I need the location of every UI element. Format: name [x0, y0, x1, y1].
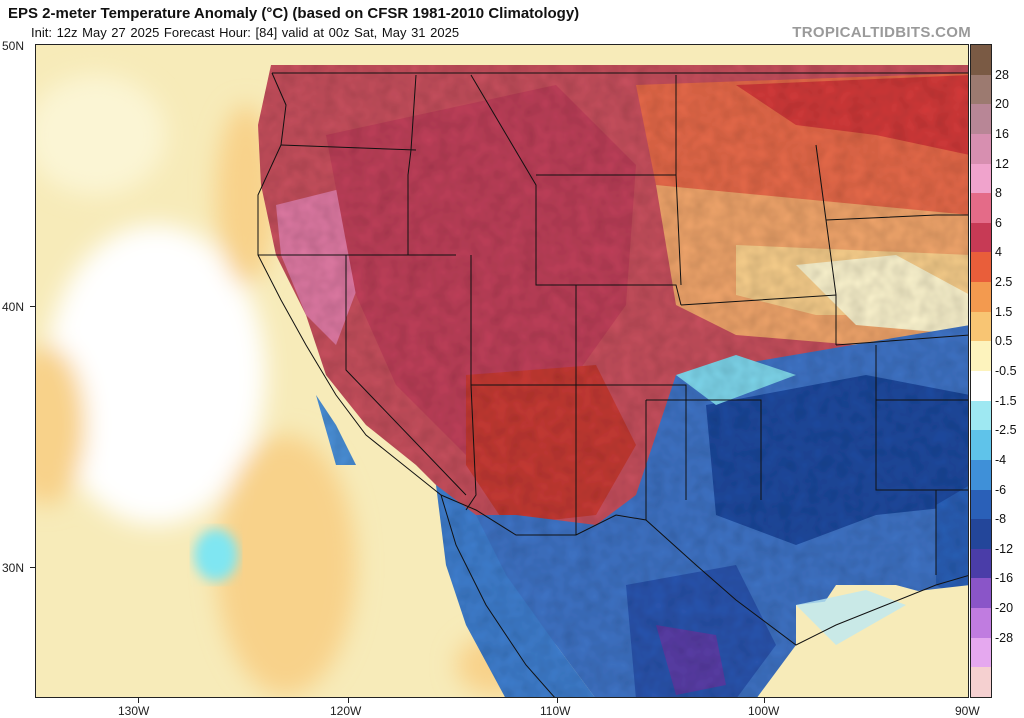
colorbar-segment: [971, 45, 991, 76]
colorbar-label: -6: [995, 482, 1007, 497]
map-panel: [35, 44, 969, 698]
colorbar-label: -16: [995, 571, 1014, 586]
colorbar: [970, 44, 992, 698]
colorbar-segment: [971, 548, 991, 579]
colorbar-segment: [971, 311, 991, 342]
lon-tick: [764, 698, 765, 703]
chart-title: EPS 2-meter Temperature Anomaly (°C) (ba…: [8, 5, 580, 22]
colorbar-label: -2.5: [995, 423, 1017, 438]
texas-deep-cool-core: [706, 375, 968, 545]
colorbar-segment: [971, 637, 991, 668]
colorbar-segment: [971, 193, 991, 224]
lat-label-40n: 40N: [2, 300, 25, 314]
colorbar-label: -1.5: [995, 393, 1017, 408]
colorbar-segment: [971, 133, 991, 165]
colorbar-label: 1.5: [995, 304, 1013, 319]
colorbar-label: -12: [995, 541, 1014, 556]
colorbar-segment: [971, 519, 991, 550]
colorbar-segment: [971, 104, 991, 135]
colorbar-label: 28: [995, 67, 1009, 82]
colorbar-label: -8: [995, 512, 1007, 527]
colorbar-label: 20: [995, 97, 1009, 112]
colorbar-segment: [971, 608, 991, 639]
colorbar-label: -20: [995, 601, 1014, 616]
lon-tick: [557, 698, 558, 703]
lon-label-120w: 120W: [330, 704, 362, 718]
lon-tick: [348, 698, 349, 703]
colorbar-segment: [971, 400, 991, 431]
colorbar-label: -4: [995, 452, 1007, 467]
lon-label-130w: 130W: [118, 704, 150, 718]
colorbar-label: 12: [995, 156, 1009, 171]
anomaly-map: [36, 45, 968, 697]
colorbar-segment: [971, 74, 991, 105]
chart-subtitle: Init: 12z May 27 2025 Forecast Hour: [84…: [31, 25, 460, 40]
colorbar-label: 8: [995, 186, 1002, 201]
ocean-cool-patch: [194, 529, 238, 581]
colorbar-label: -28: [995, 630, 1014, 645]
colorbar-label: -0.5: [995, 364, 1017, 378]
lat-tick: [30, 306, 35, 307]
colorbar-label: 16: [995, 126, 1009, 141]
brand-watermark[interactable]: TROPICALTIDBITS.COM: [792, 24, 971, 41]
lon-tick: [138, 698, 139, 703]
lat-label-50n: 50N: [2, 39, 25, 53]
state-boundaries: [257, 72, 968, 697]
ocean-near-normal-area: [46, 225, 266, 525]
colorbar-segment: [971, 489, 991, 520]
colorbar-label: 4: [995, 245, 1002, 260]
lon-label-110w: 110W: [540, 704, 571, 718]
colorbar-label: 2.5: [995, 275, 1013, 290]
lat-label-30n: 30N: [2, 561, 25, 575]
colorbar-label: 0.5: [995, 334, 1013, 349]
lon-label-90w: 90W: [955, 704, 980, 718]
colorbar-label: 6: [995, 215, 1002, 230]
colorbar-segment: [971, 252, 991, 283]
lat-tick: [30, 567, 35, 568]
colorbar-segment: [971, 222, 991, 253]
colorbar-segment: [971, 341, 991, 372]
colorbar-segment: [971, 667, 991, 698]
colorbar-segment: [971, 430, 991, 461]
lon-label-100w: 100W: [748, 704, 780, 718]
colorbar-segment: [971, 578, 991, 609]
colorbar-segment: [971, 459, 991, 491]
colorbar-segment: [971, 282, 991, 313]
colorbar-segment: [971, 163, 991, 194]
colorbar-segment: [971, 371, 991, 402]
